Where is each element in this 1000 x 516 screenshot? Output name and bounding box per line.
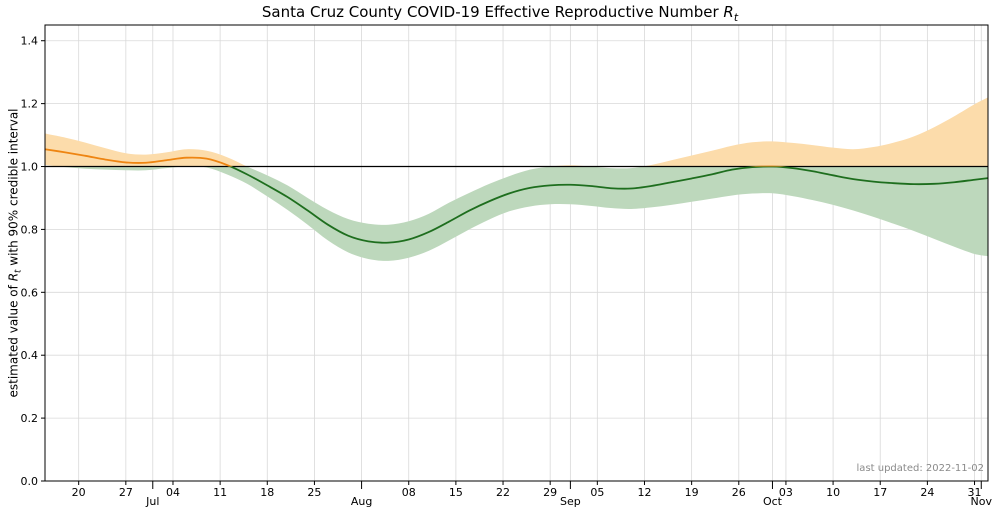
svg-text:15: 15 xyxy=(449,486,463,499)
svg-text:03: 03 xyxy=(779,486,793,499)
svg-text:04: 04 xyxy=(166,486,180,499)
grid-lines xyxy=(45,25,988,482)
x-axis-ticks: 20 27 04 11 18 25 08 15 22 29 05 12 19 26 03 10 17 24 31 Ju… xyxy=(72,481,993,508)
chart-title-math-var: Rt xyxy=(723,3,739,24)
svg-text:24: 24 xyxy=(920,486,934,499)
svg-text:0.6: 0.6 xyxy=(21,286,39,299)
svg-text:26: 26 xyxy=(732,486,746,499)
svg-text:0.4: 0.4 xyxy=(21,349,39,362)
svg-text:1.2: 1.2 xyxy=(21,98,39,111)
svg-text:1.4: 1.4 xyxy=(21,35,39,48)
chart-title: Santa Cruz County COVID-19 Effective Rep… xyxy=(0,3,1000,27)
svg-text:0.0: 0.0 xyxy=(21,475,39,488)
svg-text:12: 12 xyxy=(637,486,651,499)
svg-text:10: 10 xyxy=(826,486,840,499)
svg-text:22: 22 xyxy=(496,486,510,499)
svg-text:27: 27 xyxy=(119,486,133,499)
svg-text:Jul: Jul xyxy=(145,495,159,508)
svg-text:Nov: Nov xyxy=(971,495,993,508)
last-updated-note: last updated: 2022-11-02 xyxy=(856,463,984,474)
credible-interval-band xyxy=(45,97,988,261)
y-axis-ticks: 0.0 0.2 0.4 0.6 0.8 1.0 1.2 1.4 xyxy=(21,35,45,488)
rt-mean-line xyxy=(44,148,989,244)
svg-text:0.8: 0.8 xyxy=(21,223,39,236)
svg-text:Aug: Aug xyxy=(351,495,372,508)
svg-text:29: 29 xyxy=(543,486,557,499)
svg-text:1.0: 1.0 xyxy=(21,161,39,174)
svg-text:20: 20 xyxy=(72,486,86,499)
svg-text:08: 08 xyxy=(402,486,416,499)
axes-frame xyxy=(44,24,989,482)
svg-text:0.2: 0.2 xyxy=(21,412,39,425)
svg-text:17: 17 xyxy=(873,486,887,499)
svg-text:25: 25 xyxy=(307,486,321,499)
svg-text:Sep: Sep xyxy=(560,495,581,508)
svg-text:11: 11 xyxy=(213,486,227,499)
svg-text:05: 05 xyxy=(590,486,604,499)
svg-text:18: 18 xyxy=(260,486,274,499)
svg-text:19: 19 xyxy=(685,486,699,499)
svg-text:Oct: Oct xyxy=(763,495,783,508)
svg-text:31: 31 xyxy=(968,486,982,499)
chart-title-text: Santa Cruz County COVID-19 Effective Rep… xyxy=(261,3,724,21)
